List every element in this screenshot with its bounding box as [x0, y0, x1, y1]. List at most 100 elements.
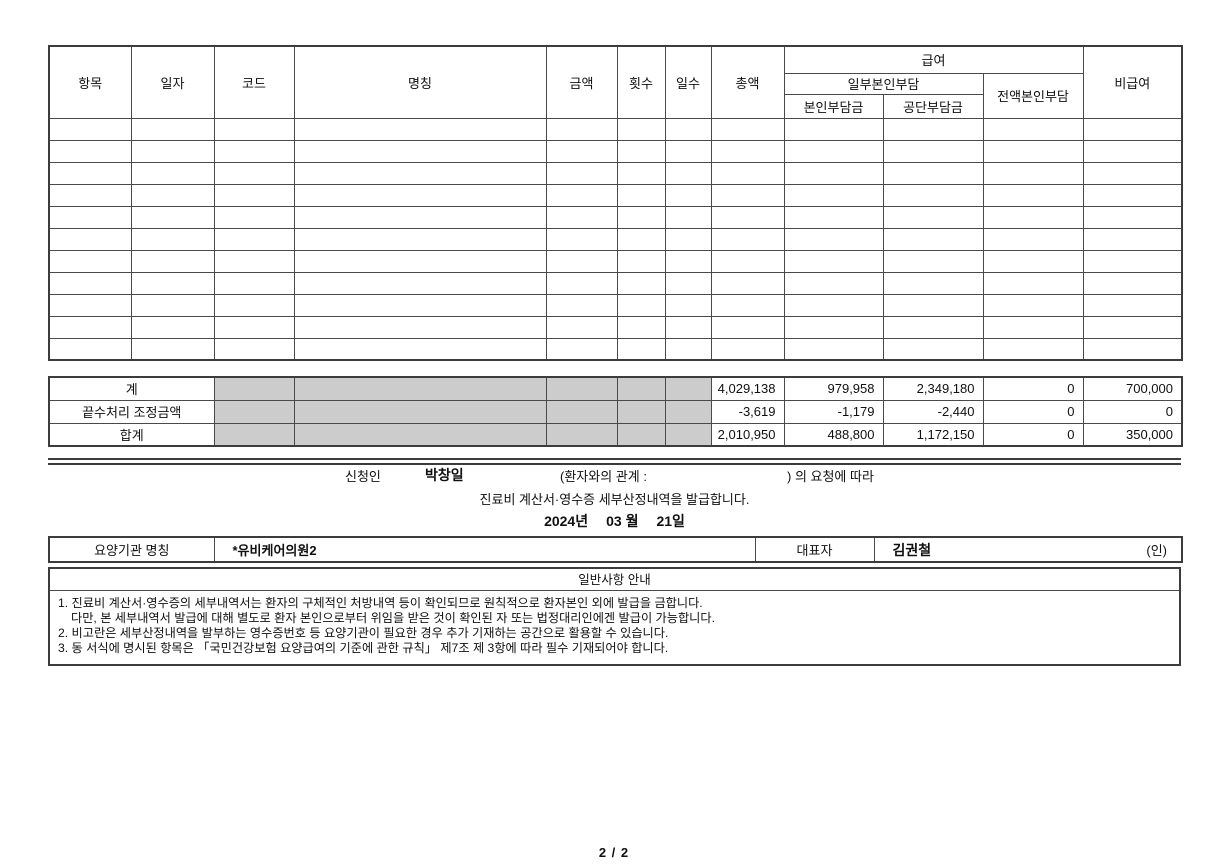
empty-cell: [783, 337, 884, 361]
empty-cell: [882, 227, 984, 251]
shaded-cell: [545, 422, 618, 447]
empty-cell: [130, 227, 215, 251]
empty-row: [48, 227, 1183, 251]
empty-cell: [882, 271, 984, 295]
applicant-name: 박창일: [425, 467, 464, 483]
institution-name-value: *유비케어의원2: [213, 536, 756, 563]
empty-cell: [882, 315, 984, 339]
empty-cell: [130, 183, 215, 207]
notice-line-4: 3. 동 서식에 명시된 항목은 「국민건강보험 요양급여의 기준에 관한 규칙…: [58, 641, 669, 655]
empty-cell: [213, 139, 295, 163]
empty-cell: [1082, 139, 1183, 163]
institution-row: 요양기관 명칭 *유비케어의원2 대표자 김권철 (인): [48, 536, 1183, 563]
empty-cell: [293, 227, 547, 251]
empty-cell: [710, 161, 785, 185]
empty-cell: [982, 337, 1084, 361]
empty-cell: [293, 161, 547, 185]
empty-cell: [293, 139, 547, 163]
empty-cell: [293, 271, 547, 295]
col-header-self-pay: 본인부담금: [783, 93, 884, 119]
summary-table: 계 4,029,138 979,958 2,349,180 0 700,000 …: [48, 376, 1183, 447]
summary-row-rounding: 끝수처리 조정금액 -3,619 -1,179 -2,440 0 0: [48, 399, 1183, 424]
summary-corp-pay: 2,349,180: [882, 376, 984, 401]
empty-cell: [48, 337, 132, 361]
col-header-corp-pay: 공단부담금: [882, 93, 984, 119]
empty-cell: [293, 117, 547, 141]
empty-cell: [982, 161, 1084, 185]
empty-cell: [982, 293, 1084, 317]
shaded-cell: [545, 399, 618, 424]
empty-cell: [130, 139, 215, 163]
empty-row: [48, 315, 1183, 339]
col-header-days: 일수: [664, 45, 712, 119]
empty-cell: [1082, 205, 1183, 229]
col-header-full-self: 전액본인부담: [982, 72, 1084, 119]
col-header-total: 총액: [710, 45, 785, 119]
empty-cell: [130, 315, 215, 339]
empty-cell: [1082, 117, 1183, 141]
summary-corp-pay: -2,440: [882, 399, 984, 424]
empty-cell: [1082, 293, 1183, 317]
empty-cell: [213, 337, 295, 361]
empty-cell: [882, 161, 984, 185]
empty-cell: [213, 271, 295, 295]
shaded-cell: [545, 376, 618, 401]
empty-cell: [293, 293, 547, 317]
empty-row: [48, 271, 1183, 295]
empty-cell: [48, 249, 132, 273]
shaded-cell: [213, 422, 295, 447]
issue-statement: 진료비 계산서·영수증 세부산정내역을 발급합니다.: [479, 492, 750, 507]
empty-cell: [545, 161, 618, 185]
empty-cell: [616, 139, 666, 163]
empty-cell: [48, 293, 132, 317]
shaded-cell: [664, 422, 712, 447]
empty-cell: [710, 139, 785, 163]
empty-cell: [545, 293, 618, 317]
empty-cell: [664, 249, 712, 273]
empty-cell: [1082, 315, 1183, 339]
empty-cell: [545, 183, 618, 207]
empty-cell: [48, 117, 132, 141]
empty-cell: [882, 293, 984, 317]
applicant-line: 신청인 박창일 (환자와의 관계 : ) 의 요청에 따라: [0, 466, 1228, 484]
empty-cell: [783, 205, 884, 229]
empty-cell: [982, 227, 1084, 251]
empty-cell: [48, 315, 132, 339]
empty-cell: [783, 183, 884, 207]
empty-cell: [710, 293, 785, 317]
empty-cell: [616, 117, 666, 141]
empty-cell: [710, 117, 785, 141]
empty-cell: [1082, 271, 1183, 295]
empty-cell: [882, 183, 984, 207]
empty-row: [48, 139, 1183, 163]
summary-corp-pay: 1,172,150: [882, 422, 984, 447]
empty-row: [48, 183, 1183, 207]
notice-body: 1. 진료비 계산서·영수증의 세부내역서는 환자의 구체적인 처방내역 등이 …: [50, 591, 1179, 664]
page-indicator: 2 / 2: [598, 845, 630, 860]
empty-cell: [664, 161, 712, 185]
relation-prefix: (환자와의 관계 :: [560, 469, 647, 484]
empty-cell: [48, 139, 132, 163]
detail-table-empty-rows: [48, 117, 1183, 361]
summary-self-pay: 488,800: [783, 422, 884, 447]
col-header-partial-self: 일부본인부담: [783, 72, 984, 95]
shaded-cell: [213, 399, 295, 424]
summary-total: 4,029,138: [710, 376, 785, 401]
empty-cell: [213, 117, 295, 141]
empty-cell: [982, 271, 1084, 295]
empty-cell: [882, 117, 984, 141]
empty-cell: [710, 271, 785, 295]
summary-non-benefit: 700,000: [1082, 376, 1183, 401]
shaded-cell: [293, 422, 547, 447]
empty-cell: [710, 337, 785, 361]
col-header-code: 코드: [213, 45, 295, 119]
empty-cell: [130, 205, 215, 229]
empty-cell: [130, 117, 215, 141]
empty-cell: [664, 139, 712, 163]
empty-cell: [616, 183, 666, 207]
empty-cell: [616, 249, 666, 273]
empty-cell: [783, 271, 884, 295]
empty-cell: [664, 315, 712, 339]
empty-cell: [545, 249, 618, 273]
empty-cell: [545, 315, 618, 339]
